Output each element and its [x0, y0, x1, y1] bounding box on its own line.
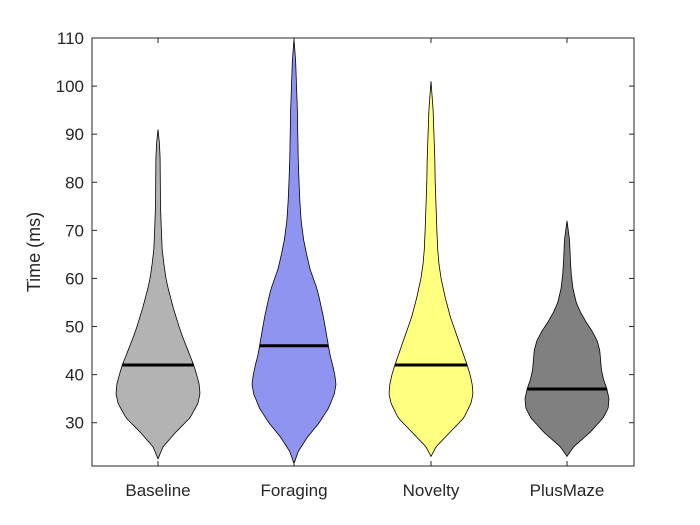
x-tick-label-foraging: Foraging [260, 481, 327, 500]
x-axis-ticks: Baseline Foraging Novelty PlusMaze [125, 38, 604, 500]
x-tick-label-novelty: Novelty [403, 481, 460, 500]
y-tick-label: 30 [65, 414, 84, 433]
y-tick-label: 50 [65, 318, 84, 337]
y-axis-ticks: 30 40 50 60 70 80 90 100 110 [56, 29, 634, 433]
violin-baseline [115, 129, 201, 460]
y-tick-label: 100 [56, 77, 84, 96]
y-tick-label: 70 [65, 221, 84, 240]
plot-area-frame [91, 37, 635, 467]
y-tick-label: 60 [65, 269, 84, 288]
violin-foraging [251, 37, 337, 465]
y-tick-label: 90 [65, 125, 84, 144]
x-tick-label-baseline: Baseline [125, 481, 190, 500]
y-tick-label: 110 [57, 29, 84, 48]
violin-layer [115, 37, 610, 465]
violin-plusmaze [524, 220, 610, 458]
y-tick-label: 40 [65, 366, 84, 385]
y-tick-label: 80 [65, 173, 84, 192]
violin-novelty [388, 81, 474, 458]
x-tick-label-plusmaze: PlusMaze [530, 481, 605, 500]
y-axis-label: Time (ms) [24, 212, 44, 292]
